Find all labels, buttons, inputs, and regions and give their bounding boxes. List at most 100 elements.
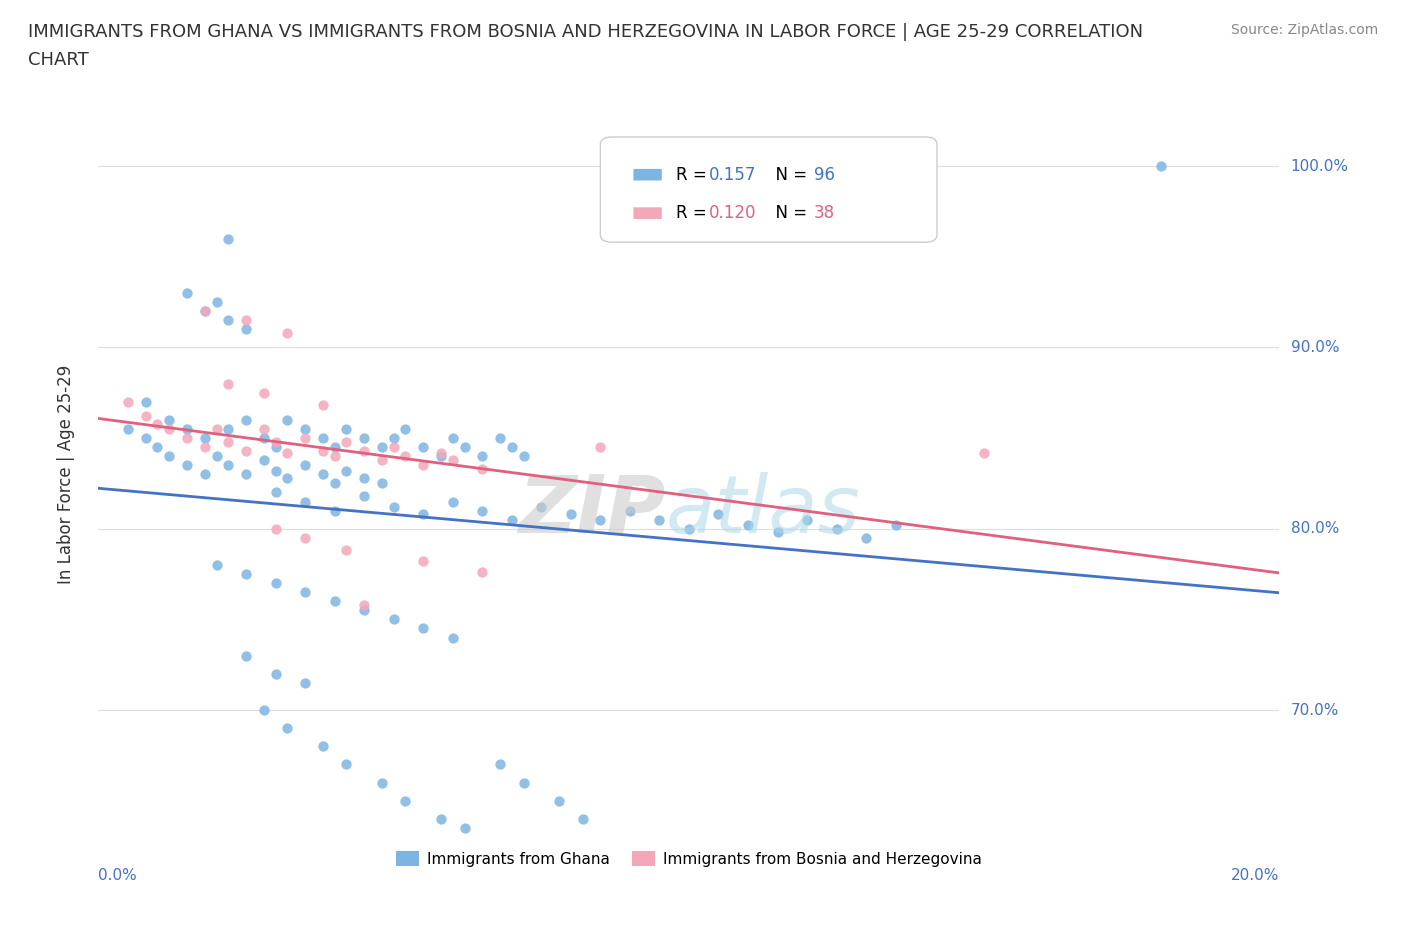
Point xyxy=(117,394,139,409)
Point xyxy=(382,440,405,455)
Point xyxy=(253,703,276,718)
Point xyxy=(312,467,335,482)
Point xyxy=(412,440,434,455)
Point xyxy=(353,488,375,503)
Point xyxy=(146,440,169,455)
Point xyxy=(157,449,180,464)
Point xyxy=(335,757,357,772)
Point xyxy=(430,449,453,464)
Point xyxy=(323,440,346,455)
Point xyxy=(371,452,394,467)
Point xyxy=(382,499,405,514)
Point xyxy=(371,440,394,455)
Point xyxy=(530,499,553,514)
Point xyxy=(707,507,730,522)
Point xyxy=(323,593,346,608)
Point xyxy=(648,512,671,527)
Legend: Immigrants from Ghana, Immigrants from Bosnia and Herzegovina: Immigrants from Ghana, Immigrants from B… xyxy=(389,844,988,873)
Point xyxy=(453,440,475,455)
Point xyxy=(294,431,316,445)
Point xyxy=(217,421,239,436)
Point xyxy=(205,449,228,464)
Point xyxy=(560,507,582,522)
Point xyxy=(312,398,335,413)
Text: 96: 96 xyxy=(814,166,835,184)
Point xyxy=(323,476,346,491)
Point xyxy=(176,421,198,436)
Point xyxy=(471,449,494,464)
Point xyxy=(253,421,276,436)
Point xyxy=(235,413,257,428)
Y-axis label: In Labor Force | Age 25-29: In Labor Force | Age 25-29 xyxy=(56,365,75,584)
Point xyxy=(323,449,346,464)
Point xyxy=(294,421,316,436)
Text: CHART: CHART xyxy=(28,51,89,69)
Point xyxy=(1150,158,1173,173)
Point xyxy=(157,421,180,436)
Point xyxy=(264,463,287,478)
Point xyxy=(176,431,198,445)
Text: atlas: atlas xyxy=(665,472,860,550)
Point xyxy=(217,231,239,246)
Point xyxy=(412,621,434,636)
Text: 20.0%: 20.0% xyxy=(1232,868,1279,883)
Point xyxy=(205,421,228,436)
Point xyxy=(276,445,298,460)
FancyBboxPatch shape xyxy=(634,207,662,219)
Point xyxy=(312,738,335,753)
Point xyxy=(441,452,464,467)
Point xyxy=(589,440,612,455)
Point xyxy=(394,793,416,808)
Text: ZIP: ZIP xyxy=(517,472,665,550)
Point xyxy=(194,303,217,318)
Point xyxy=(217,458,239,472)
Point xyxy=(678,521,700,536)
Point xyxy=(884,518,907,533)
Text: 70.0%: 70.0% xyxy=(1291,702,1339,718)
Text: R =: R = xyxy=(676,205,711,222)
Point xyxy=(512,775,534,790)
Point xyxy=(501,512,523,527)
Point xyxy=(235,322,257,337)
Text: 38: 38 xyxy=(814,205,835,222)
Point xyxy=(276,471,298,485)
Point xyxy=(766,525,789,539)
Point xyxy=(235,467,257,482)
Text: Source: ZipAtlas.com: Source: ZipAtlas.com xyxy=(1230,23,1378,37)
Point xyxy=(264,440,287,455)
Point xyxy=(235,444,257,458)
Point xyxy=(471,461,494,476)
Point xyxy=(146,416,169,431)
Point xyxy=(176,286,198,300)
Point xyxy=(264,576,287,591)
FancyBboxPatch shape xyxy=(600,137,936,242)
Point xyxy=(430,445,453,460)
Point xyxy=(441,631,464,645)
Point xyxy=(382,431,405,445)
Text: N =: N = xyxy=(765,205,811,222)
Point xyxy=(335,543,357,558)
Point xyxy=(371,476,394,491)
Point xyxy=(276,413,298,428)
Point xyxy=(489,431,512,445)
Point xyxy=(548,793,571,808)
Point xyxy=(796,512,818,527)
Point xyxy=(294,585,316,600)
Point xyxy=(264,434,287,449)
Point xyxy=(253,431,276,445)
Point xyxy=(194,440,217,455)
Point xyxy=(294,458,316,472)
Point xyxy=(973,445,995,460)
Point xyxy=(335,421,357,436)
Point xyxy=(176,458,198,472)
Point xyxy=(394,449,416,464)
Text: 0.157: 0.157 xyxy=(709,166,756,184)
Point xyxy=(471,503,494,518)
Point xyxy=(353,597,375,612)
Point xyxy=(412,458,434,472)
Text: R =: R = xyxy=(676,166,711,184)
Point xyxy=(412,507,434,522)
Point xyxy=(501,440,523,455)
Point xyxy=(353,471,375,485)
Point xyxy=(205,557,228,572)
